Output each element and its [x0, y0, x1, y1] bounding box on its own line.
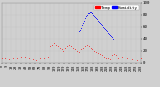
Point: [78, 51, 80, 53]
Point: [97, 20, 100, 21]
Point: [24, 56, 26, 57]
Point: [4, 58, 7, 59]
Point: [105, 29, 107, 31]
Point: [83, 20, 85, 21]
Point: [64, 47, 67, 48]
Point: [12, 58, 15, 59]
Point: [16, 57, 18, 59]
Point: [96, 19, 99, 20]
Point: [97, 52, 100, 54]
Point: [0, 57, 3, 59]
Point: [90, 12, 93, 13]
Point: [91, 49, 94, 50]
Point: [100, 23, 102, 25]
Point: [87, 45, 90, 47]
Point: [136, 59, 138, 60]
Point: [95, 51, 98, 53]
Point: [78, 31, 80, 32]
Point: [111, 37, 113, 38]
Point: [31, 58, 34, 60]
Point: [60, 49, 63, 50]
Point: [110, 35, 112, 37]
Point: [131, 58, 133, 60]
Point: [62, 50, 65, 51]
Point: [121, 56, 124, 57]
Point: [102, 26, 104, 27]
Point: [107, 58, 109, 59]
Point: [93, 15, 96, 17]
Point: [89, 47, 92, 48]
Point: [54, 44, 57, 45]
Point: [80, 25, 83, 26]
Point: [27, 58, 30, 59]
Point: [85, 44, 88, 45]
Point: [89, 11, 92, 13]
Point: [107, 32, 109, 33]
Point: [39, 58, 42, 59]
Point: [80, 27, 82, 29]
Point: [103, 27, 105, 29]
Point: [126, 58, 128, 59]
Point: [79, 29, 81, 30]
Point: [101, 25, 103, 26]
Point: [94, 16, 97, 18]
Point: [87, 12, 90, 13]
Point: [114, 55, 117, 56]
Point: [66, 45, 69, 47]
Point: [68, 44, 71, 45]
Point: [111, 55, 113, 56]
Point: [72, 47, 74, 48]
Point: [74, 49, 76, 50]
Point: [109, 34, 111, 36]
Point: [8, 58, 11, 60]
Point: [56, 45, 59, 47]
Point: [58, 47, 61, 48]
Point: [43, 57, 45, 59]
Point: [70, 45, 72, 47]
Point: [108, 33, 110, 35]
Point: [140, 57, 142, 59]
Point: [104, 28, 106, 30]
Point: [103, 56, 105, 57]
Point: [91, 13, 94, 14]
Point: [112, 53, 115, 54]
Point: [47, 57, 49, 58]
Point: [109, 58, 111, 60]
Point: [106, 31, 108, 32]
Point: [52, 43, 55, 44]
Point: [116, 57, 119, 59]
Point: [80, 49, 82, 50]
Point: [86, 13, 89, 14]
Point: [82, 47, 84, 48]
Point: [105, 57, 107, 59]
Point: [99, 22, 101, 24]
Point: [99, 54, 101, 55]
Point: [84, 45, 86, 47]
Point: [20, 57, 22, 58]
Point: [82, 22, 84, 24]
Point: [51, 44, 53, 45]
Point: [93, 50, 96, 51]
Point: [98, 21, 100, 23]
Point: [76, 50, 78, 51]
Point: [85, 14, 88, 15]
Point: [95, 17, 98, 19]
Point: [88, 11, 91, 13]
Point: [49, 45, 51, 47]
Point: [84, 17, 86, 19]
Point: [84, 16, 87, 17]
Point: [112, 38, 114, 39]
Point: [35, 59, 38, 60]
Point: [92, 14, 95, 15]
Point: [101, 55, 103, 56]
Legend: Temp, Humidity: Temp, Humidity: [94, 5, 139, 10]
